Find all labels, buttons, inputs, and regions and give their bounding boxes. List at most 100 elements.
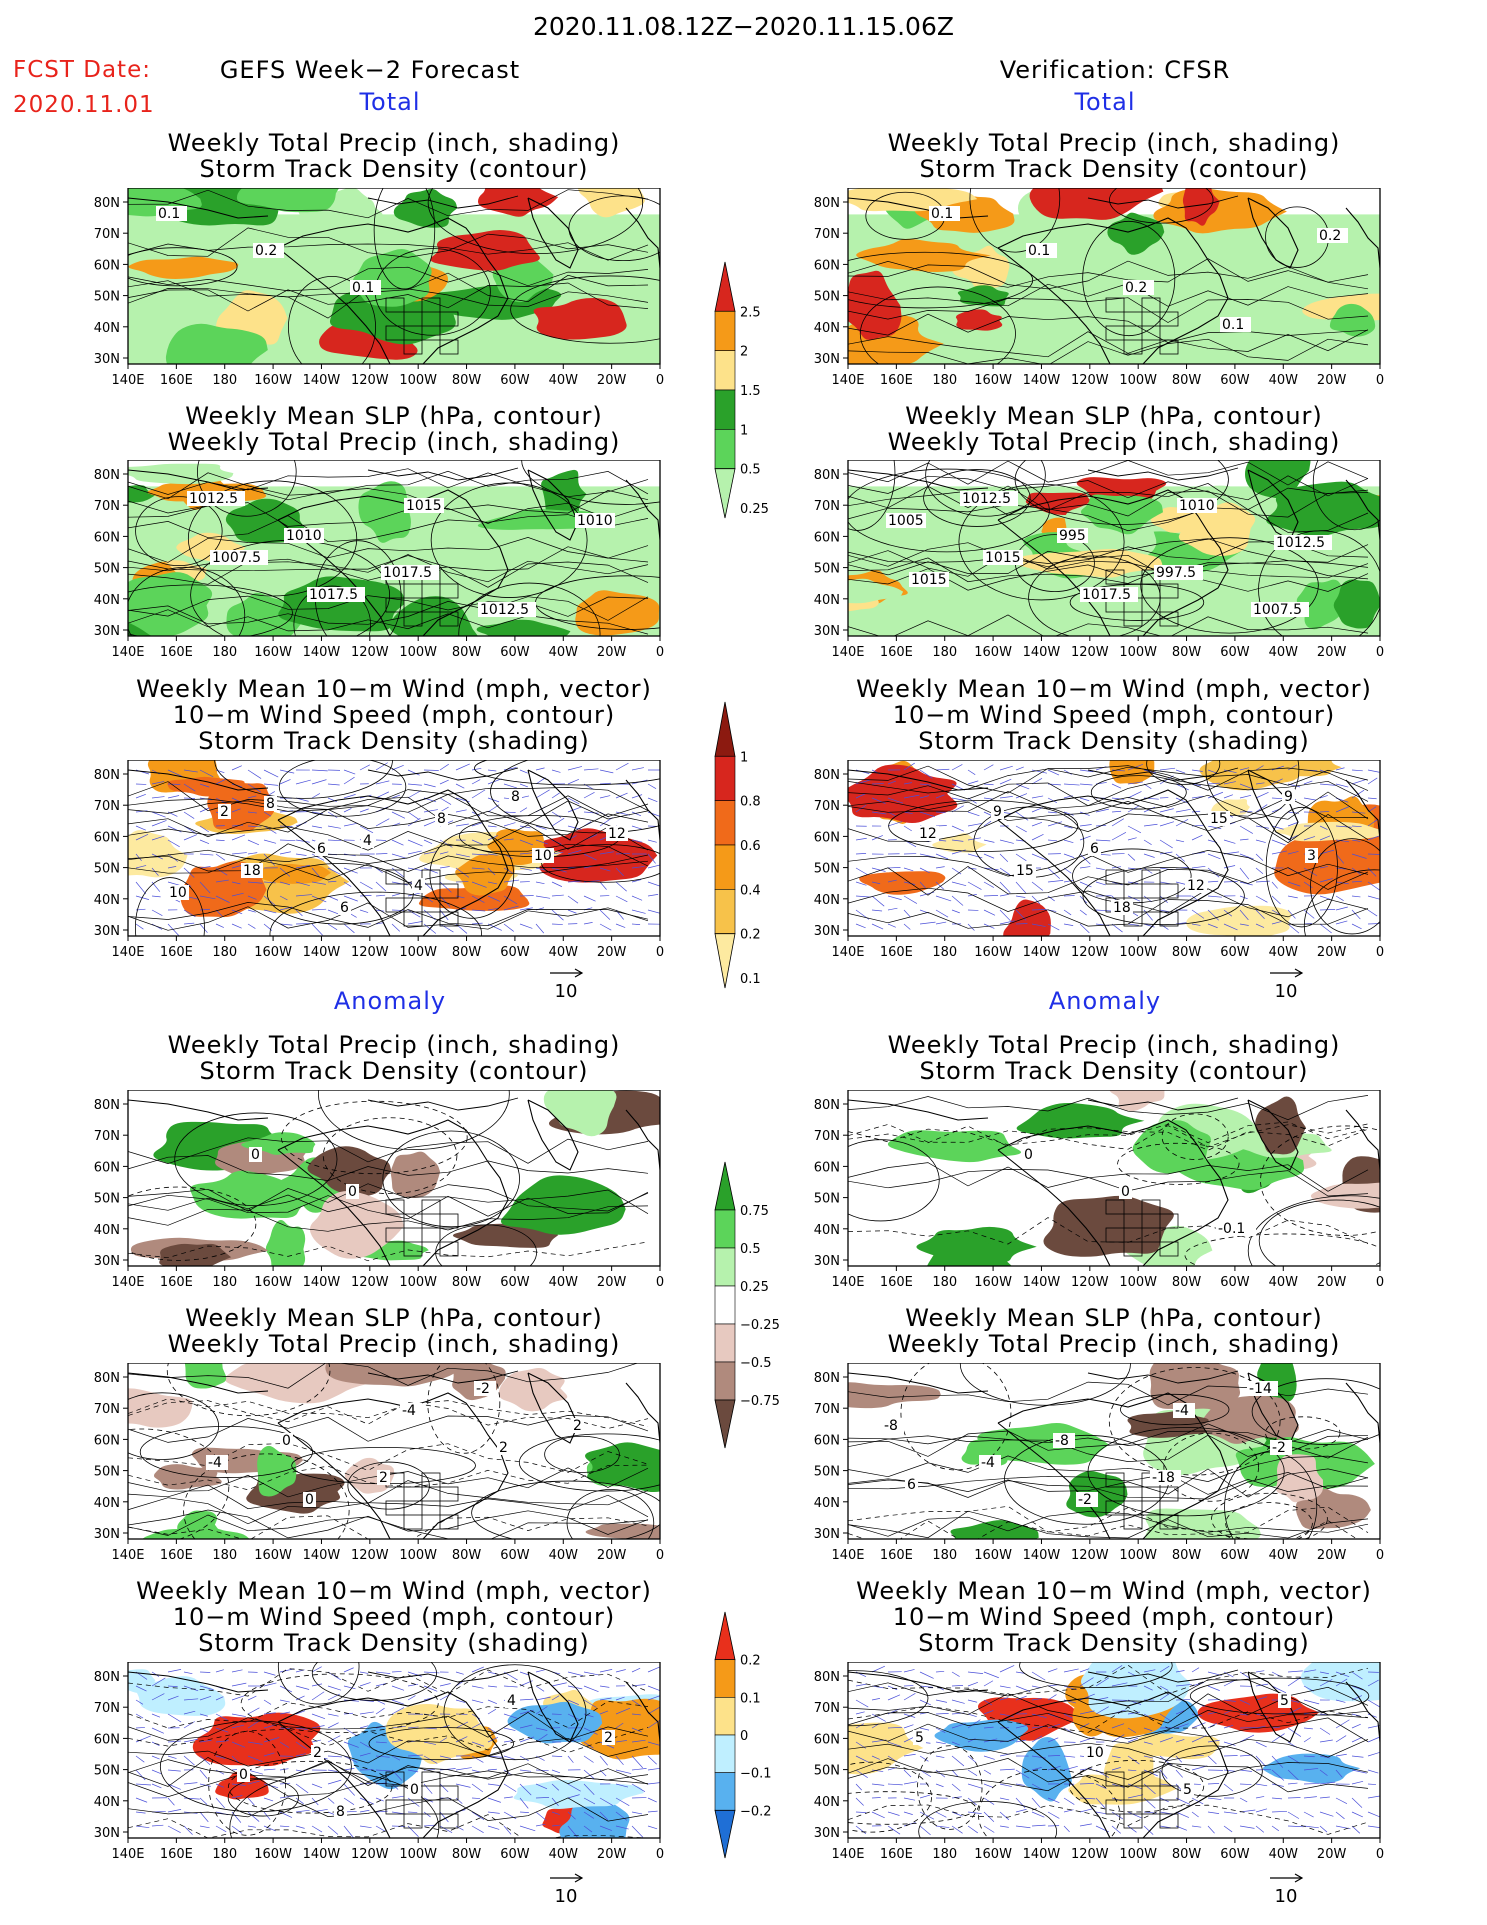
contour-label: 6: [1090, 841, 1099, 857]
colorbar-label: 0.8: [740, 795, 761, 810]
panel-title-fa_wind-2: Storm Track Density (shading): [198, 1629, 590, 1657]
lat-tick-label: 30N: [814, 1527, 840, 1542]
lon-tick-label: 160E: [160, 1847, 193, 1862]
panel-title-vf_precip-1: Storm Track Density (contour): [919, 155, 1309, 183]
lon-tick-label: 0: [1376, 645, 1384, 660]
lon-tick-label: 160E: [880, 1548, 913, 1563]
contour-label: 1012.5: [189, 491, 238, 507]
contour-label: 15: [1210, 811, 1228, 827]
panel-title-fc_precip-0: Weekly Total Precip (inch, shading): [167, 129, 621, 157]
panel-title-va_precip-0: Weekly Total Precip (inch, shading): [887, 1031, 1341, 1059]
lon-tick-label: 160W: [974, 373, 1012, 388]
lon-tick-label: 100W: [399, 645, 437, 660]
contour-label: 2: [499, 1440, 508, 1456]
panel-title-fc_slp-0: Weekly Mean SLP (hPa, contour): [185, 402, 603, 430]
colorbar-label: −0.2: [740, 1804, 772, 1819]
lon-tick-label: 180: [932, 1847, 957, 1862]
lat-tick-label: 50N: [814, 862, 840, 877]
lon-tick-label: 140E: [831, 1275, 864, 1290]
lon-tick-label: 60W: [1220, 1548, 1250, 1563]
contour-label: 1010: [577, 513, 613, 529]
lon-tick-label: 140E: [111, 645, 144, 660]
svg-text:10: 10: [1275, 981, 1298, 1002]
lat-tick-label: 30N: [814, 352, 840, 367]
colorbar-label: 0.6: [740, 839, 761, 854]
svg-text:10: 10: [1275, 1886, 1298, 1907]
panel-title-fa_wind-1: 10−m Wind Speed (mph, contour): [172, 1603, 616, 1631]
colorbar-label: −0.1: [740, 1767, 772, 1782]
lon-tick-label: 160W: [254, 945, 292, 960]
lon-tick-label: 40W: [549, 1275, 579, 1290]
lon-tick-label: 0: [656, 645, 664, 660]
lat-tick-label: 50N: [814, 1465, 840, 1480]
panel-title-fa_slp-1: Weekly Total Precip (inch, shading): [167, 1330, 621, 1358]
contour-label: 995: [1059, 528, 1086, 544]
lat-tick-label: 70N: [814, 1402, 840, 1417]
lat-tick-label: 30N: [94, 924, 120, 939]
lon-tick-label: 80W: [452, 1847, 482, 1862]
lon-tick-label: 180: [212, 1548, 237, 1563]
panel-title-fc_precip-1: Storm Track Density (contour): [199, 155, 589, 183]
contour-label: 1015: [985, 550, 1021, 566]
lon-tick-label: 20W: [1317, 1548, 1347, 1563]
contour-label: 9: [993, 804, 1002, 820]
contour-label: 2: [220, 804, 229, 820]
date-range-title: 2020.11.08.12Z−2020.11.15.06Z: [533, 12, 954, 41]
lon-tick-label: 160W: [974, 1275, 1012, 1290]
fcst-date-label: FCST Date:: [13, 57, 151, 83]
lon-tick-label: 160W: [254, 1548, 292, 1563]
panel-title-fc_wind-2: Storm Track Density (shading): [198, 727, 590, 755]
contour-label: 12: [919, 826, 937, 842]
lon-tick-label: 140W: [303, 645, 341, 660]
lon-tick-label: 100W: [1119, 373, 1157, 388]
contour-label: 10: [1086, 1745, 1104, 1761]
contour-label: 2: [313, 1745, 322, 1761]
lat-tick-label: 80N: [94, 1371, 120, 1386]
contour-label: 0.1: [1222, 317, 1244, 333]
colorbar-label: 0.1: [740, 972, 761, 987]
panel-title-va_slp-1: Weekly Total Precip (inch, shading): [887, 1330, 1341, 1358]
panel-title-vf_precip-0: Weekly Total Precip (inch, shading): [887, 129, 1341, 157]
contour-label: 8: [336, 1804, 345, 1820]
map-panel-fa_precip: 0 0 80N 70N 60N 50N 40N 30N 140E 160E 180 160W 140W 1…: [94, 1090, 664, 1290]
lon-tick-label: 40W: [549, 945, 579, 960]
lat-tick-label: 50N: [814, 1764, 840, 1779]
lat-tick-label: 70N: [94, 227, 120, 242]
lon-tick-label: 20W: [597, 645, 627, 660]
lon-tick-label: 120W: [351, 945, 389, 960]
contour-label: 1010: [1179, 498, 1215, 514]
lon-tick-label: 40W: [1269, 373, 1299, 388]
lon-tick-label: 60W: [500, 1548, 530, 1563]
contour-label: 0.1: [931, 206, 953, 222]
lon-tick-label: 20W: [1317, 1275, 1347, 1290]
lon-tick-label: 60W: [500, 1275, 530, 1290]
colorbar-label: 0.25: [740, 1280, 769, 1295]
contour-label: 1015: [911, 572, 947, 588]
contour-label: 8: [437, 811, 446, 827]
lat-tick-label: 70N: [94, 1129, 120, 1144]
lon-tick-label: 100W: [399, 1847, 437, 1862]
contour-label: 0: [239, 1767, 248, 1783]
lat-tick-label: 60N: [94, 1732, 120, 1747]
contour-label: -8: [884, 1418, 898, 1434]
right-column-title: Verification: CFSR: [999, 56, 1231, 84]
colorbar-storm-anomaly: 0.2 0.1 0 −0.1 −0.2: [714, 1611, 772, 1859]
lat-tick-label: 80N: [814, 196, 840, 211]
lat-tick-label: 40N: [94, 321, 120, 336]
colorbar-label: 0.75: [740, 1204, 769, 1219]
lon-tick-label: 60W: [500, 1847, 530, 1862]
colorbar-label: −0.25: [740, 1318, 780, 1333]
lat-tick-label: 50N: [94, 1465, 120, 1480]
lat-tick-label: 60N: [814, 1160, 840, 1175]
lon-tick-label: 100W: [1119, 1275, 1157, 1290]
lon-tick-label: 20W: [597, 1548, 627, 1563]
contour-label: -0.1: [1218, 1221, 1245, 1237]
contour-label: 0: [1121, 1184, 1130, 1200]
contour-label: -4: [402, 1403, 416, 1419]
panel-title-vf_wind-1: 10−m Wind Speed (mph, contour): [892, 701, 1336, 729]
lon-tick-label: 100W: [1119, 1548, 1157, 1563]
colorbar-storm-total: 1 0.8 0.6 0.4 0.2 0.1: [714, 701, 761, 989]
panel-title-fc_wind-0: Weekly Mean 10−m Wind (mph, vector): [136, 675, 652, 703]
lat-tick-label: 40N: [814, 1223, 840, 1238]
map-panel-va_wind: 10 5 5 5 80N 70N 60N 50N 40N 30N 140E 160E 180 160W 14…: [814, 1662, 1384, 1862]
